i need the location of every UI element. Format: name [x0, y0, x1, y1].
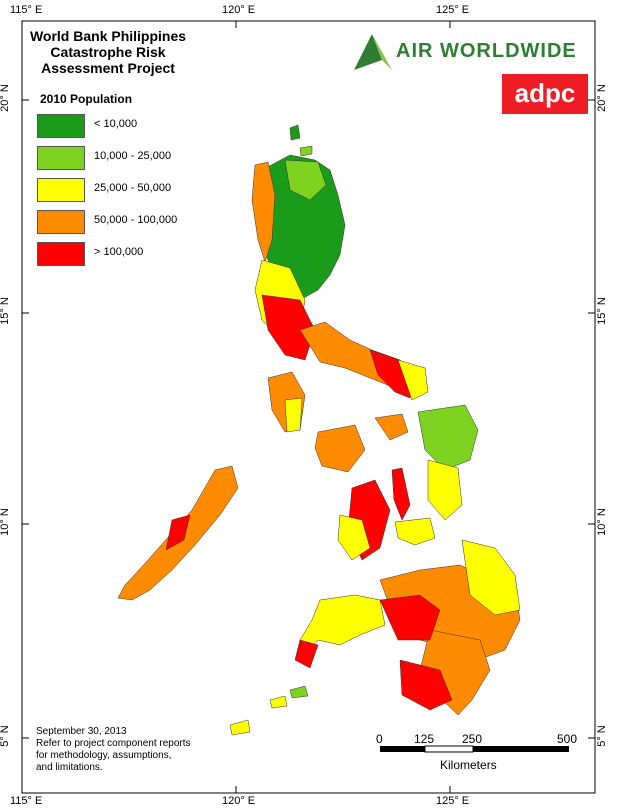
region-luzon-manila	[261, 294, 316, 361]
region-palawan-central	[165, 514, 191, 551]
philippines-choropleth	[117, 124, 521, 736]
footnote: September 30, 2013 Refer to project comp…	[36, 726, 236, 774]
adpc-logo-text: adpc	[514, 78, 576, 108]
region-cebu	[391, 467, 411, 521]
scale-tick-250: 250	[462, 732, 483, 746]
tick-bottom-120: 120° E	[222, 795, 256, 807]
region-sulu-3	[229, 719, 251, 736]
tick-left-10: 10° N	[0, 508, 11, 536]
map-title: World Bank Philippines Catastrophe Risk …	[22, 28, 194, 76]
legend-swatch	[37, 114, 85, 138]
footnote-line-1: Refer to project component reports	[36, 738, 191, 749]
region-negros-south	[337, 514, 371, 561]
tick-left-5: 5° N	[0, 725, 11, 747]
legend-label: < 10,000	[94, 118, 138, 130]
air-worldwide-logo: AIR WORLDWIDE	[352, 30, 592, 72]
scale-bar-unit: Kilometers	[440, 758, 497, 772]
legend-label: 50,000 - 100,000	[94, 214, 178, 226]
graticule-ticks	[22, 21, 595, 793]
air-logo-text: AIR WORLDWIDE	[396, 40, 577, 62]
map-border	[21, 20, 596, 794]
legend-label: 10,000 - 25,000	[94, 150, 172, 162]
legend-label: > 100,000	[94, 246, 144, 258]
legend-swatch	[37, 178, 85, 202]
region-luzon-northwest	[251, 161, 276, 263]
region-luzon-cagayan	[284, 159, 327, 201]
title-line-1: World Bank Philippines	[29, 28, 187, 44]
scale-tick-0: 0	[376, 732, 383, 746]
region-sulu-2	[269, 695, 288, 709]
legend-swatch	[37, 242, 85, 266]
region-mindanao-east	[461, 539, 521, 616]
legend-heading: 2010 Population	[40, 92, 133, 106]
legend-label: 25,000 - 50,000	[94, 182, 172, 194]
tick-right-20: 20° N	[595, 84, 608, 112]
region-masbate	[374, 413, 409, 441]
region-lanao	[379, 594, 441, 641]
region-babuyan	[299, 145, 313, 157]
tick-top-115: 115° E	[10, 4, 43, 16]
tick-left-20: 20° N	[0, 84, 11, 112]
scale-tick-500: 500	[557, 732, 578, 746]
scale-tick-125: 125	[414, 732, 435, 746]
region-mindanao-south	[399, 659, 453, 711]
tick-bottom-125: 125° E	[436, 795, 470, 807]
region-mindoro-south	[284, 397, 303, 433]
tick-left-15: 15° N	[0, 297, 11, 325]
region-panay	[314, 424, 366, 473]
region-bohol	[394, 517, 436, 546]
tick-right-10: 10° N	[595, 508, 608, 536]
footnote-line-2: for methodology, assumptions,	[36, 750, 172, 761]
tick-top-120: 120° E	[222, 4, 256, 16]
legend-swatch	[37, 146, 85, 170]
region-bicol-east	[397, 359, 429, 401]
title-line-2: Catastrophe Risk	[50, 44, 166, 60]
region-batanes	[289, 124, 301, 141]
air-logo-mark	[354, 34, 392, 70]
tick-right-5: 5° N	[595, 725, 608, 747]
footnote-date: September 30, 2013	[36, 726, 127, 737]
scale-bar	[380, 745, 569, 753]
region-sulu-1	[289, 685, 309, 699]
region-zamboanga	[299, 594, 386, 656]
tick-right-15: 15° N	[595, 297, 608, 325]
region-leyte	[427, 459, 463, 521]
region-zamboanga-tip	[294, 639, 319, 669]
region-samar	[417, 404, 479, 471]
title-line-3: Assessment Project	[41, 60, 175, 76]
footnote-line-3: and limitations.	[36, 762, 103, 773]
tick-bottom-115: 115° E	[10, 795, 43, 807]
adpc-logo: adpc	[502, 74, 588, 114]
legend-swatch	[37, 210, 85, 234]
tick-top-125: 125° E	[436, 4, 470, 16]
